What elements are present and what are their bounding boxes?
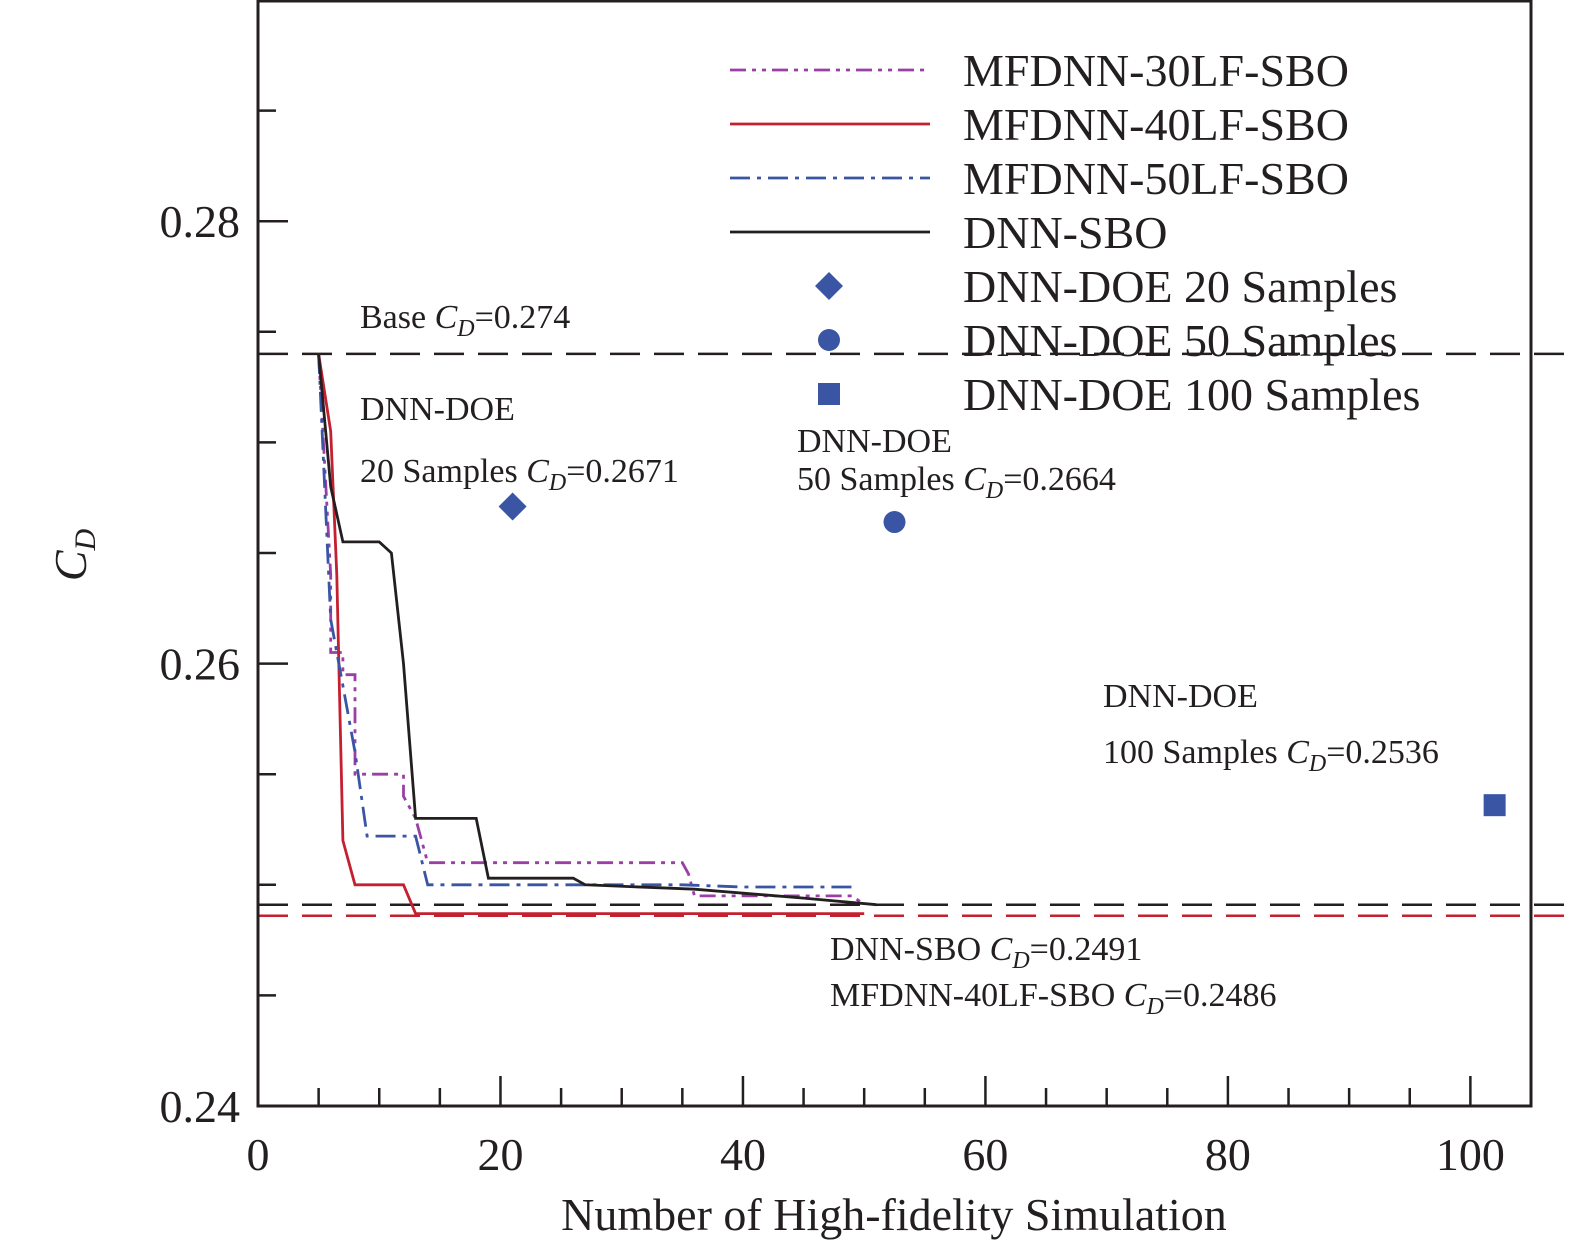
x-axis-title: Number of High-fidelity Simulation	[561, 1189, 1227, 1240]
series-line-2	[317, 353, 853, 889]
doe-point-1	[883, 511, 906, 534]
legend-label-5: DNN-DOE 50 Samples	[963, 315, 1397, 366]
x-tick-label: 20	[477, 1129, 523, 1180]
legend-label-6: DNN-DOE 100 Samples	[963, 369, 1420, 420]
doe-point-0	[498, 492, 527, 521]
legend: MFDNN-30LF-SBOMFDNN-40LF-SBOMFDNN-50LF-S…	[730, 45, 1420, 420]
annotation-1-line-1: 20 Samples CD=0.2671	[360, 453, 679, 496]
annotation-3-line-0: DNN-DOE	[1103, 678, 1258, 715]
legend-label-1: MFDNN-40LF-SBO	[963, 99, 1349, 150]
series-line-3	[317, 353, 877, 907]
legend-marker-2	[818, 383, 840, 405]
x-tick-label: 40	[720, 1129, 766, 1180]
annotation-2-line-0: DNN-DOE	[797, 423, 952, 460]
axes: 0 20 40 60 80 100 0.24 0.26 0.28	[160, 0, 1533, 1180]
annotation-4-line-0: DNN-SBO CD=0.2491	[830, 931, 1142, 974]
y-tick-label: 0.24	[160, 1081, 241, 1132]
annotation-2-line-1: 50 Samples CD=0.2664	[797, 461, 1116, 504]
legend-label-2: MFDNN-50LF-SBO	[963, 153, 1349, 204]
legend-label-0: MFDNN-30LF-SBO	[963, 45, 1349, 96]
x-tick-label: 80	[1205, 1129, 1251, 1180]
annotations: Base CD=0.274 DNN-DOE 20 Samples CD=0.2671…	[360, 299, 1439, 1020]
legend-marker-0	[815, 272, 843, 300]
annotation-3-line-1: 100 Samples CD=0.2536	[1103, 734, 1439, 777]
annotation-1-line-0: DNN-DOE	[360, 391, 515, 428]
y-tick-label: 0.28	[160, 196, 241, 247]
doe-point-2	[1483, 794, 1506, 817]
series-lines	[317, 353, 877, 915]
legend-label-4: DNN-DOE 20 Samples	[963, 261, 1397, 312]
plot-area	[258, 0, 1531, 1106]
x-tick-label: 0	[247, 1129, 270, 1180]
y-axis-title: CD	[45, 528, 102, 581]
y-tick-label: 0.26	[160, 639, 241, 690]
series-line-1	[317, 353, 865, 915]
x-tick-label: 60	[962, 1129, 1008, 1180]
annotation-0-line-0: Base CD=0.274	[360, 299, 570, 342]
doe-markers	[498, 492, 1506, 817]
annotation-5-line-0: MFDNN-40LF-SBO CD=0.2486	[830, 977, 1276, 1020]
legend-marker-1	[818, 329, 840, 351]
x-tick-label: 100	[1436, 1129, 1505, 1180]
legend-label-3: DNN-SBO	[963, 207, 1167, 258]
